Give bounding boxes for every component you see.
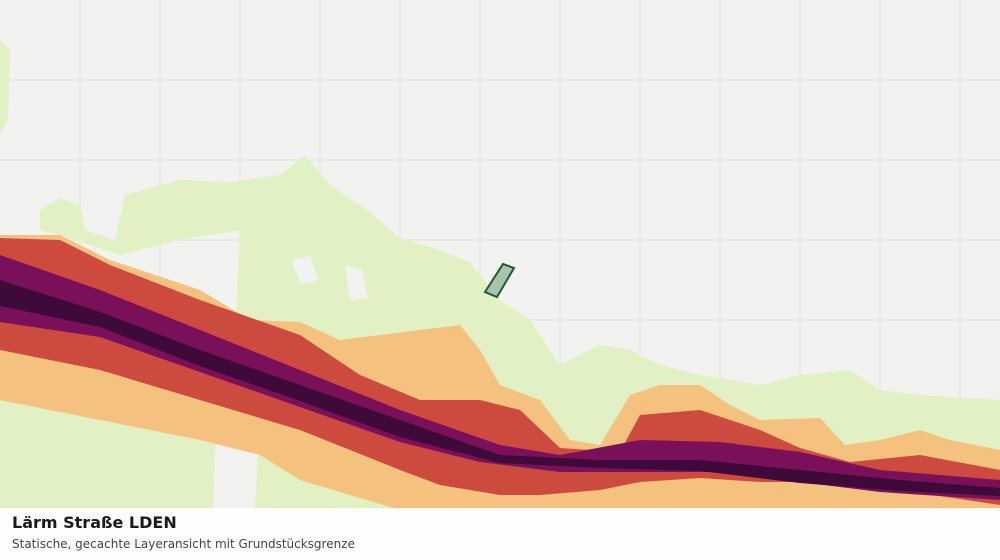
map-title: Lärm Straße LDEN	[12, 513, 177, 532]
noise-zone-very-high	[0, 255, 1000, 500]
parcel-boundary	[483, 262, 516, 299]
map-subtitle: Statische, gecachte Layeransicht mit Gru…	[12, 537, 355, 551]
caption-panel	[0, 508, 1000, 560]
noise-zone-high	[0, 238, 1000, 505]
